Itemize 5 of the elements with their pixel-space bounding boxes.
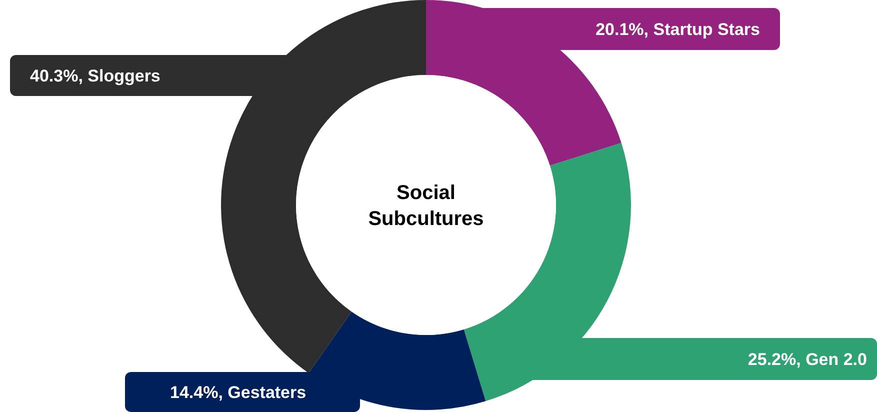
- text: Social Subcultures: [368, 182, 484, 230]
- slice-label: 25.2%, Gen 2.0: [748, 350, 867, 369]
- slice-label: 14.4%, Gestaters: [170, 383, 306, 402]
- slice-label: 20.1%, Startup Stars: [596, 20, 760, 39]
- slice-label: 40.3%, Sloggers: [30, 66, 160, 86]
